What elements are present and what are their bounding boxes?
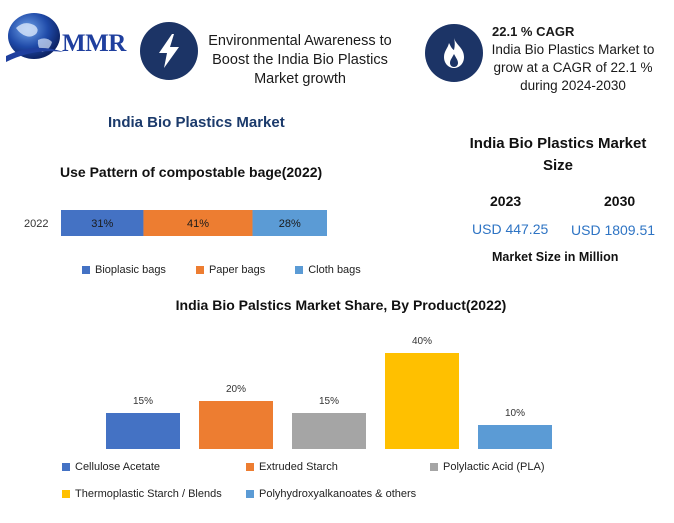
product-bar-label: 15% xyxy=(133,396,153,407)
market-size-2030: USD 1809.51 xyxy=(571,222,656,238)
product-bar xyxy=(478,425,552,449)
product-bar xyxy=(292,413,366,449)
legend-item: Cellulose Acetate xyxy=(62,461,160,473)
product-chart-title: India Bio Palstics Market Share, By Prod… xyxy=(175,297,507,313)
market-title: India Bio Plastics Market xyxy=(108,114,285,131)
usage-bars: 31% 41% 28% xyxy=(61,210,327,236)
lightning-icon xyxy=(140,22,198,80)
product-bars: 15% 20% 15% 40% 10% xyxy=(106,336,552,449)
product-bar-label: 10% xyxy=(505,408,525,419)
cagr-line: during 2024-2030 xyxy=(520,78,626,93)
legend-label: Paper bags xyxy=(208,264,266,276)
legend-swatch xyxy=(246,463,254,471)
product-legend: Cellulose Acetate Extruded Starch Polyla… xyxy=(62,461,662,505)
market-size-note: Market Size in Million xyxy=(492,250,619,264)
cagr-title: 22.1 % CAGR xyxy=(492,24,575,39)
year-2030: 2030 xyxy=(604,193,636,209)
legend-swatch xyxy=(430,463,438,471)
stacked-bar-label: 28% xyxy=(279,218,301,230)
usage-category-label: 2022 xyxy=(24,218,48,230)
cagr-line: grow at a CAGR of 22.1 % xyxy=(493,60,653,75)
legend-swatch xyxy=(62,490,70,498)
flame-icon xyxy=(425,24,483,82)
product-bar xyxy=(385,353,459,449)
stacked-bar-segment xyxy=(143,210,253,236)
market-size-title-line: Size xyxy=(542,157,573,174)
product-bar-label: 15% xyxy=(319,396,339,407)
legend-item: Paper bags xyxy=(195,264,266,276)
product-bar xyxy=(199,401,273,449)
headline-line: Boost the India Bio Plastics xyxy=(212,52,388,68)
cagr-description: India Bio Plastics Market to grow at a C… xyxy=(486,41,660,95)
market-size-title-line: India Bio Plastics Market xyxy=(469,135,647,152)
product-bar xyxy=(106,413,180,449)
headline-line: Market growth xyxy=(254,71,346,87)
stacked-bar-segment xyxy=(61,210,144,236)
legend-item: Extruded Starch xyxy=(246,461,338,473)
market-size-title: India Bio Plastics Market Size xyxy=(458,133,658,177)
legend-label: Extruded Starch xyxy=(259,461,338,473)
legend-item: Thermoplastic Starch / Blends xyxy=(62,488,222,500)
product-chart: 15% 20% 15% 40% 10% xyxy=(106,336,552,449)
legend-label: Cloth bags xyxy=(308,264,361,276)
legend-label: Thermoplastic Starch / Blends xyxy=(75,488,222,500)
company-logo: MMR xyxy=(4,8,136,68)
legend-label: Polyhydroxyalkanoates & others xyxy=(259,488,417,500)
legend-swatch xyxy=(82,266,90,274)
legend-swatch xyxy=(195,266,204,274)
stacked-bar-segment xyxy=(252,210,327,236)
legend-swatch xyxy=(295,266,304,274)
usage-chart-title: Use Pattern of compostable bage(2022) xyxy=(60,164,323,180)
legend-label: Cellulose Acetate xyxy=(75,461,160,473)
legend-swatch xyxy=(62,463,70,471)
stacked-bar-label: 31% xyxy=(91,218,113,230)
legend-item: Cloth bags xyxy=(295,264,361,276)
market-size-2023: USD 447.25 xyxy=(472,221,549,237)
usage-legend: Bioplasic bags Paper bags Cloth bags xyxy=(82,264,361,276)
legend-item: Polylactic Acid (PLA) xyxy=(430,461,544,473)
usage-chart: 2022 31% 41% 28% xyxy=(24,210,327,236)
globe-icon xyxy=(6,13,64,62)
year-2023: 2023 xyxy=(490,193,522,209)
logo-text: MMR xyxy=(62,30,126,57)
product-bar-label: 20% xyxy=(226,384,246,395)
legend-label: Bioplasic bags xyxy=(95,264,166,276)
legend-swatch xyxy=(246,490,254,498)
cagr-line: India Bio Plastics Market to xyxy=(491,42,655,57)
legend-item: Bioplasic bags xyxy=(82,264,166,276)
legend-label: Polylactic Acid (PLA) xyxy=(443,461,545,473)
stacked-bar-label: 41% xyxy=(187,218,209,230)
product-bar-label: 40% xyxy=(412,336,432,347)
legend-item: Polyhydroxyalkanoates & others xyxy=(246,488,416,500)
headline: Environmental Awareness to Boost the Ind… xyxy=(197,32,403,89)
headline-line: Environmental Awareness to xyxy=(208,33,392,49)
